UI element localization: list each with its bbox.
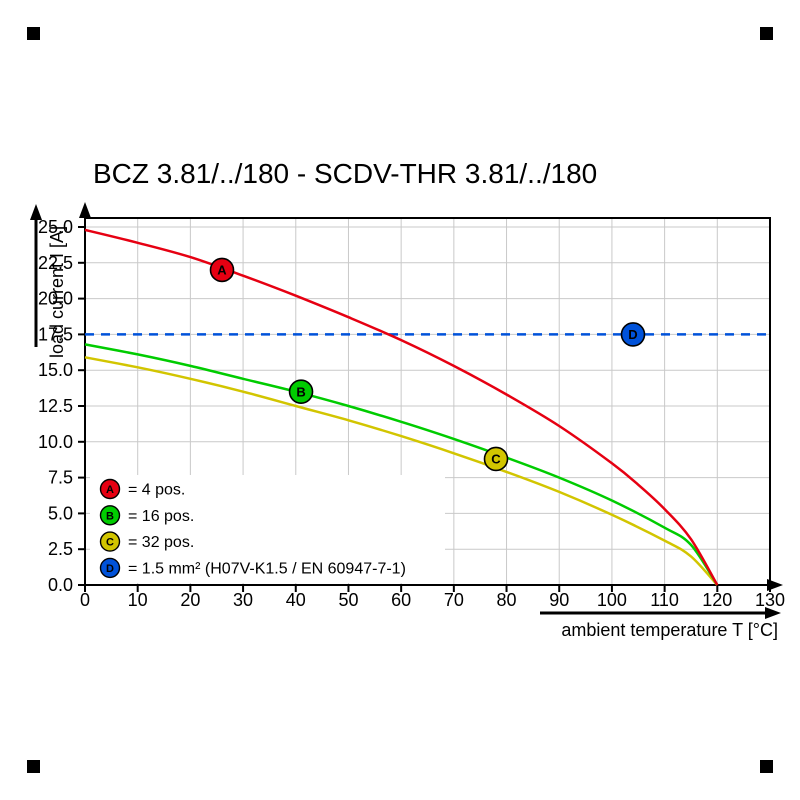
y-axis-label: load current I [A] [47, 226, 67, 358]
x-tick-label: 10 [128, 590, 148, 610]
marker-B [288, 379, 314, 404]
y-tick-label: 7.5 [48, 468, 73, 488]
legend-swatch-D [99, 557, 121, 579]
registration-mark [27, 27, 40, 40]
legend-label-D: = 1.5 mm² (H07V-K1.5 / EN 60947-7-1) [128, 560, 406, 577]
page-title: BCZ 3.81/../180 - SCDV-THR 3.81/../180 [93, 158, 598, 189]
x-tick-label: 80 [497, 590, 517, 610]
legend-label-C: = 32 pos. [128, 534, 194, 551]
y-tick-label: 25.0 [38, 217, 73, 237]
registration-mark [27, 760, 40, 773]
legend-swatch-C-letter: C [106, 537, 114, 549]
x-label-arrowhead [765, 607, 781, 619]
marker-A [209, 257, 235, 283]
x-tick-label: 30 [233, 590, 253, 610]
curve-C [84, 356, 719, 586]
x-tick-label: 120 [702, 590, 732, 610]
registration-mark [760, 760, 773, 773]
registration-mark [760, 27, 773, 40]
x-tick-label: 50 [338, 590, 358, 610]
marker-D-letter: D [628, 327, 637, 342]
curve-A [84, 228, 719, 586]
legend-label-B: = 16 pos. [128, 508, 194, 525]
legend-swatch-C [99, 531, 121, 552]
x-tick-label: 100 [597, 590, 627, 610]
marker-C-letter: C [491, 452, 501, 467]
x-tick-label: 40 [286, 590, 306, 610]
legend-backing [90, 475, 445, 583]
legend-swatch-D-letter: D [106, 563, 114, 575]
y-tick-label: 0.0 [48, 575, 73, 595]
y-tick-label: 12.5 [38, 396, 73, 416]
y-tick-label: 2.5 [48, 539, 73, 559]
x-tick-label: 0 [80, 590, 90, 610]
x-tick-label: 90 [549, 590, 569, 610]
marker-C [483, 446, 509, 472]
y-tick-label: 22.5 [38, 253, 73, 273]
y-tick-label: 5.0 [48, 503, 73, 523]
y-tick-label: 20.0 [38, 289, 73, 309]
y-tick-label: 15.0 [38, 360, 73, 380]
y-label-arrowhead [30, 204, 42, 220]
legend-label-A: = 4 pos. [128, 482, 185, 499]
y-tick-label: 17.5 [38, 324, 73, 344]
x-tick-label: 20 [180, 590, 200, 610]
legend-swatch-B-letter: B [106, 510, 114, 522]
marker-A-letter: A [217, 263, 227, 278]
y-axis-arrowhead [79, 202, 91, 218]
x-tick-label: 70 [444, 590, 464, 610]
x-axis-label: ambient temperature T [°C] [561, 620, 778, 640]
curve-B [84, 343, 719, 586]
x-tick-label: 60 [391, 590, 411, 610]
marker-D [620, 322, 646, 347]
legend-swatch-A-letter: A [106, 484, 114, 496]
legend-swatch-A [99, 478, 121, 500]
marker-B-letter: B [296, 384, 305, 399]
y-tick-label: 10.0 [38, 432, 73, 452]
x-tick-label: 110 [650, 590, 679, 610]
x-tick-label: 130 [755, 590, 785, 610]
legend-swatch-B [99, 505, 121, 526]
